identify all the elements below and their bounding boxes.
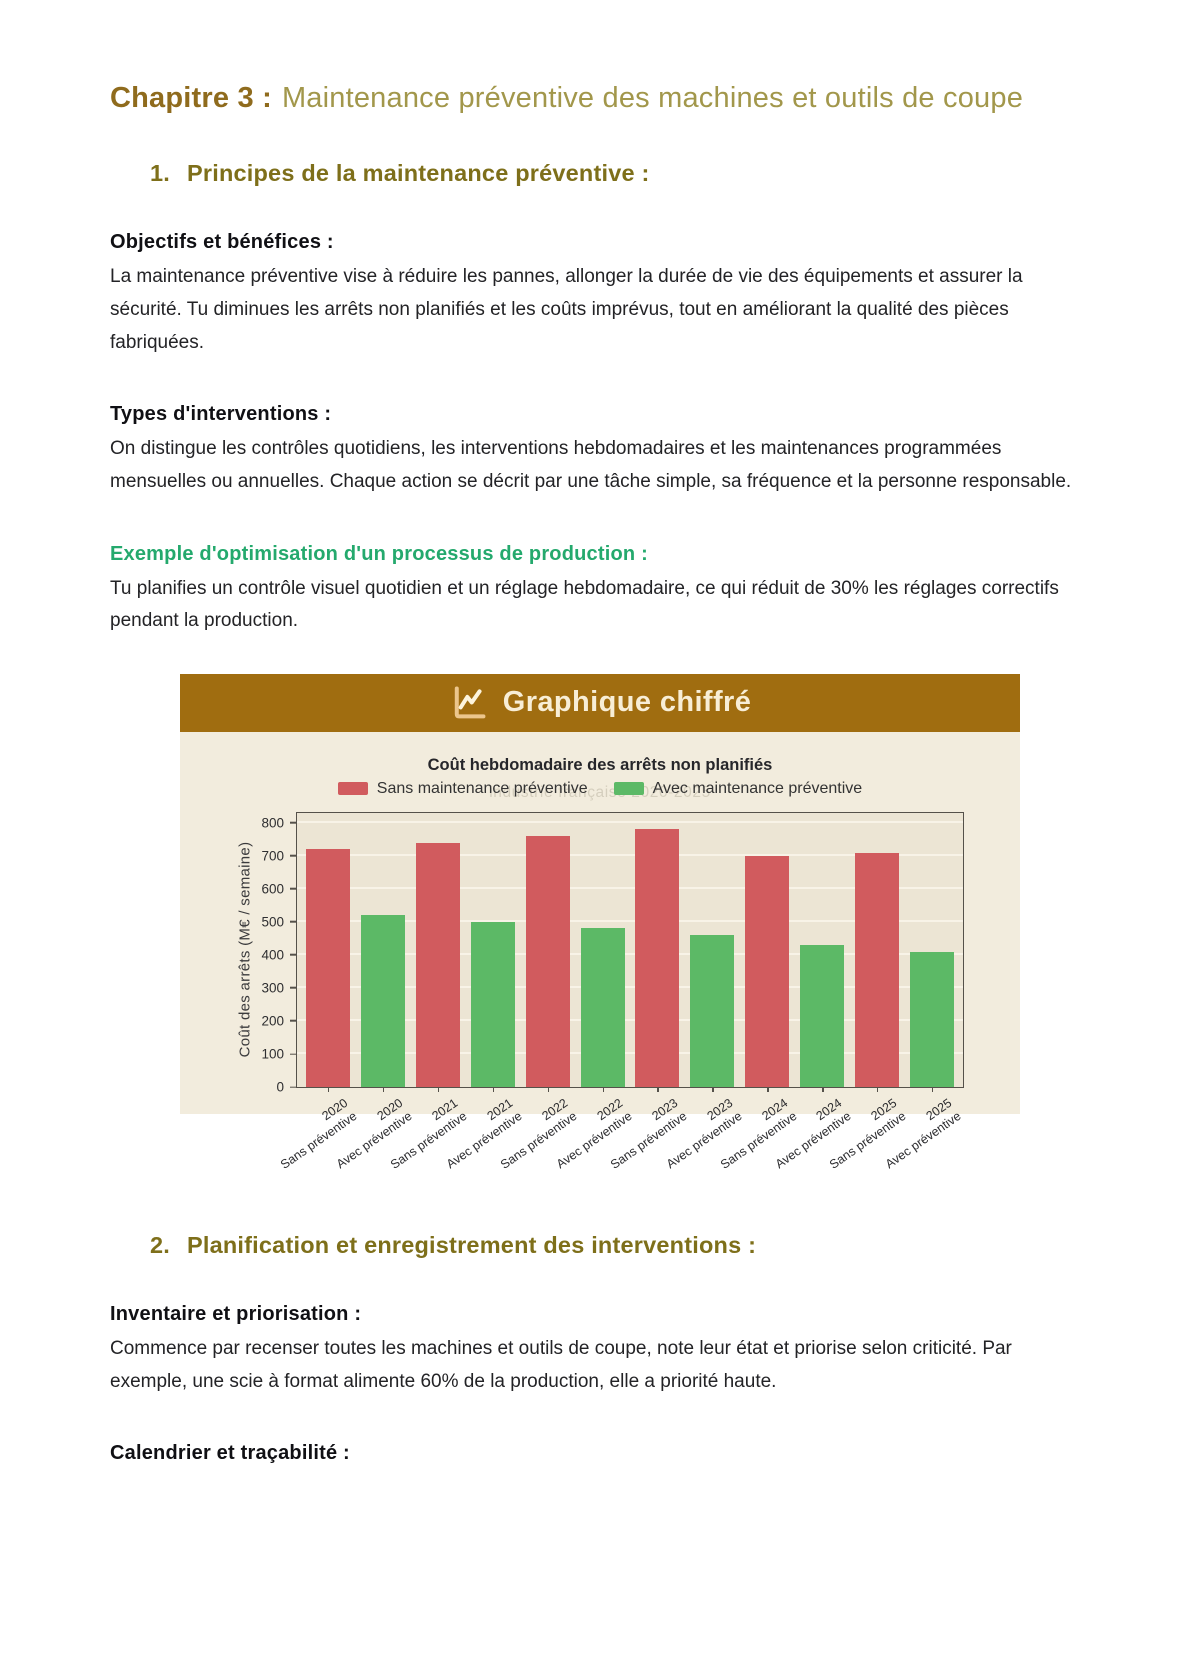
bar-2023-sans (635, 829, 680, 1087)
plot-area: 0 100 200 300 400 500 600 700 800 2020 Sans préven… (261, 811, 964, 1172)
chapter-label: Chapitre 3 : (110, 82, 272, 114)
y-tick-mark (290, 987, 296, 989)
bar-slot: 2023 Avec préventive (664, 813, 744, 1171)
chart-card: Graphique chiffré industrie française 20… (180, 673, 1020, 1172)
y-tick-mark (290, 1053, 296, 1055)
section-number: 1. (150, 160, 170, 187)
x-tick-mark (877, 1086, 879, 1092)
y-tick-label: 300 (261, 980, 284, 996)
block-heading-calendrier: Calendrier et traçabilité : (110, 1442, 350, 1465)
bar-slot: 2021 Sans préventive (388, 813, 470, 1172)
chart-watermark: industrie française 2020-2025 (489, 783, 711, 801)
x-tick-mark (547, 1086, 550, 1092)
block-body-types: On distingue les contrôles quotidiens, l… (110, 438, 1072, 492)
y-gridline (297, 920, 963, 922)
y-axis-label: Coût des arrêts (M€ / semaine) (236, 842, 254, 1058)
y-gridline (297, 986, 963, 988)
x-tick-mark (602, 1086, 604, 1092)
bar-slot: 2025 Avec préventive (883, 813, 964, 1171)
legend-item-avec: Avec maintenance préventive (613, 779, 863, 798)
y-tick-label: 500 (261, 914, 284, 930)
bar-2024-avec (800, 944, 845, 1087)
y-tick-mark (290, 855, 296, 857)
block-heading-types: Types d'interventions : (110, 403, 332, 426)
section-number: 2. (150, 1231, 170, 1258)
chart-title: Coût hebdomadaire des arrêts non planifi… (427, 755, 773, 774)
chapter-title-text: Maintenance préventive des machines et o… (281, 82, 1024, 114)
y-tick-label: 0 (276, 1079, 284, 1095)
legend-item-sans: Sans maintenance préventive (337, 779, 588, 798)
y-gridline (297, 1052, 963, 1054)
bar-slot: 2022 Sans préventive (498, 813, 580, 1172)
chart-legend: Sans maintenance préventive Avec mainten… (180, 780, 1020, 798)
y-tick-label: 800 (261, 815, 284, 831)
bar-slot: 2020 Sans préventive (278, 813, 360, 1172)
x-tick-mark (822, 1086, 824, 1092)
bar-slot: 2025 Sans préventive (828, 813, 909, 1172)
y-tick-label: 400 (261, 947, 284, 963)
section-heading-2: 2. Planification et enregistrement des i… (110, 1232, 1090, 1259)
y-gridline (297, 821, 963, 823)
bar-2021-avec (470, 921, 515, 1087)
chart-card-header: Graphique chiffré (180, 673, 1020, 732)
block-body-objectifs: La maintenance préventive vise à réduire… (110, 266, 1023, 353)
bar-slot: 2024 Avec préventive (773, 813, 854, 1171)
block-heading-inventaire: Inventaire et priorisation : (110, 1302, 362, 1325)
document-page: Chapitre 3 : Maintenance préventive des m… (110, 72, 1090, 1465)
x-tick-mark (492, 1086, 495, 1092)
bar-2024-sans (745, 855, 790, 1087)
bar-2021-sans (415, 842, 460, 1087)
legend-label-sans: Sans maintenance préventive (376, 779, 588, 797)
x-tick-mark (767, 1086, 769, 1092)
block-heading-objectifs: Objectifs et bénéfices : (110, 231, 334, 254)
y-tick-mark (290, 1020, 296, 1022)
y-tick-mark (290, 1086, 296, 1088)
y-tick-mark (290, 954, 296, 956)
x-tick-mark (382, 1086, 385, 1092)
bar-2025-sans (855, 852, 900, 1087)
y-tick-mark (290, 888, 296, 890)
block-body-inventaire: Commence par recenser toutes les machine… (110, 1337, 1012, 1392)
section-heading-1: 1. Principes de la maintenance préventiv… (110, 160, 1090, 187)
bar-slot: 2023 Sans préventive (608, 813, 689, 1172)
y-gridline (297, 1019, 963, 1021)
bar-slot: 2021 Avec préventive (444, 813, 525, 1171)
bar-slot: 2022 Avec préventive (554, 813, 634, 1171)
chart-body: industrie française 2020-2025 Coût hebdo… (180, 731, 1020, 1172)
chapter-title: Chapitre 3 : Maintenance préventive des m… (110, 72, 1090, 124)
x-tick-mark (657, 1086, 659, 1092)
legend-label-avec: Avec maintenance préventive (652, 779, 863, 797)
y-tick-label: 100 (261, 1046, 284, 1062)
block-body-exemple: Tu planifies un contrôle visuel quotidie… (110, 577, 1059, 632)
y-tick-mark (290, 921, 296, 923)
y-gridline (297, 953, 963, 955)
y-tick-label: 200 (261, 1013, 284, 1029)
chart-card-title: Graphique chiffré (502, 686, 752, 719)
section-title: Principes de la maintenance préventive : (187, 160, 650, 187)
bar-2020-sans (306, 849, 350, 1087)
x-tick-mark (437, 1086, 440, 1092)
x-tick-mark (931, 1086, 934, 1092)
bar-2025-avec (909, 951, 954, 1087)
bar-slot: 2020 Avec préventive (334, 813, 415, 1171)
y-tick-mark (290, 822, 296, 824)
section-title: Planification et enregistrement des inte… (187, 1231, 757, 1258)
y-tick-label: 600 (261, 881, 284, 897)
bar-slot: 2024 Sans préventive (718, 813, 799, 1172)
bar-2020-avec (360, 915, 405, 1087)
y-gridline (297, 887, 963, 889)
block-heading-exemple: Exemple d'optimisation d'un processus de… (110, 542, 648, 565)
bar-2023-avec (690, 935, 735, 1087)
line-chart-icon (449, 683, 489, 723)
bar-2022-avec (580, 928, 625, 1087)
x-tick-mark (712, 1086, 714, 1092)
x-tick-mark (328, 1086, 330, 1092)
y-tick-label: 700 (261, 848, 284, 864)
bar-2022-sans (525, 836, 570, 1087)
y-gridline (297, 854, 963, 856)
plot-wrap: Coût des arrêts (M€ / semaine) 0 100 200 30… (237, 811, 964, 1172)
legend-swatch-red (337, 782, 368, 796)
legend-swatch-green (613, 782, 644, 796)
